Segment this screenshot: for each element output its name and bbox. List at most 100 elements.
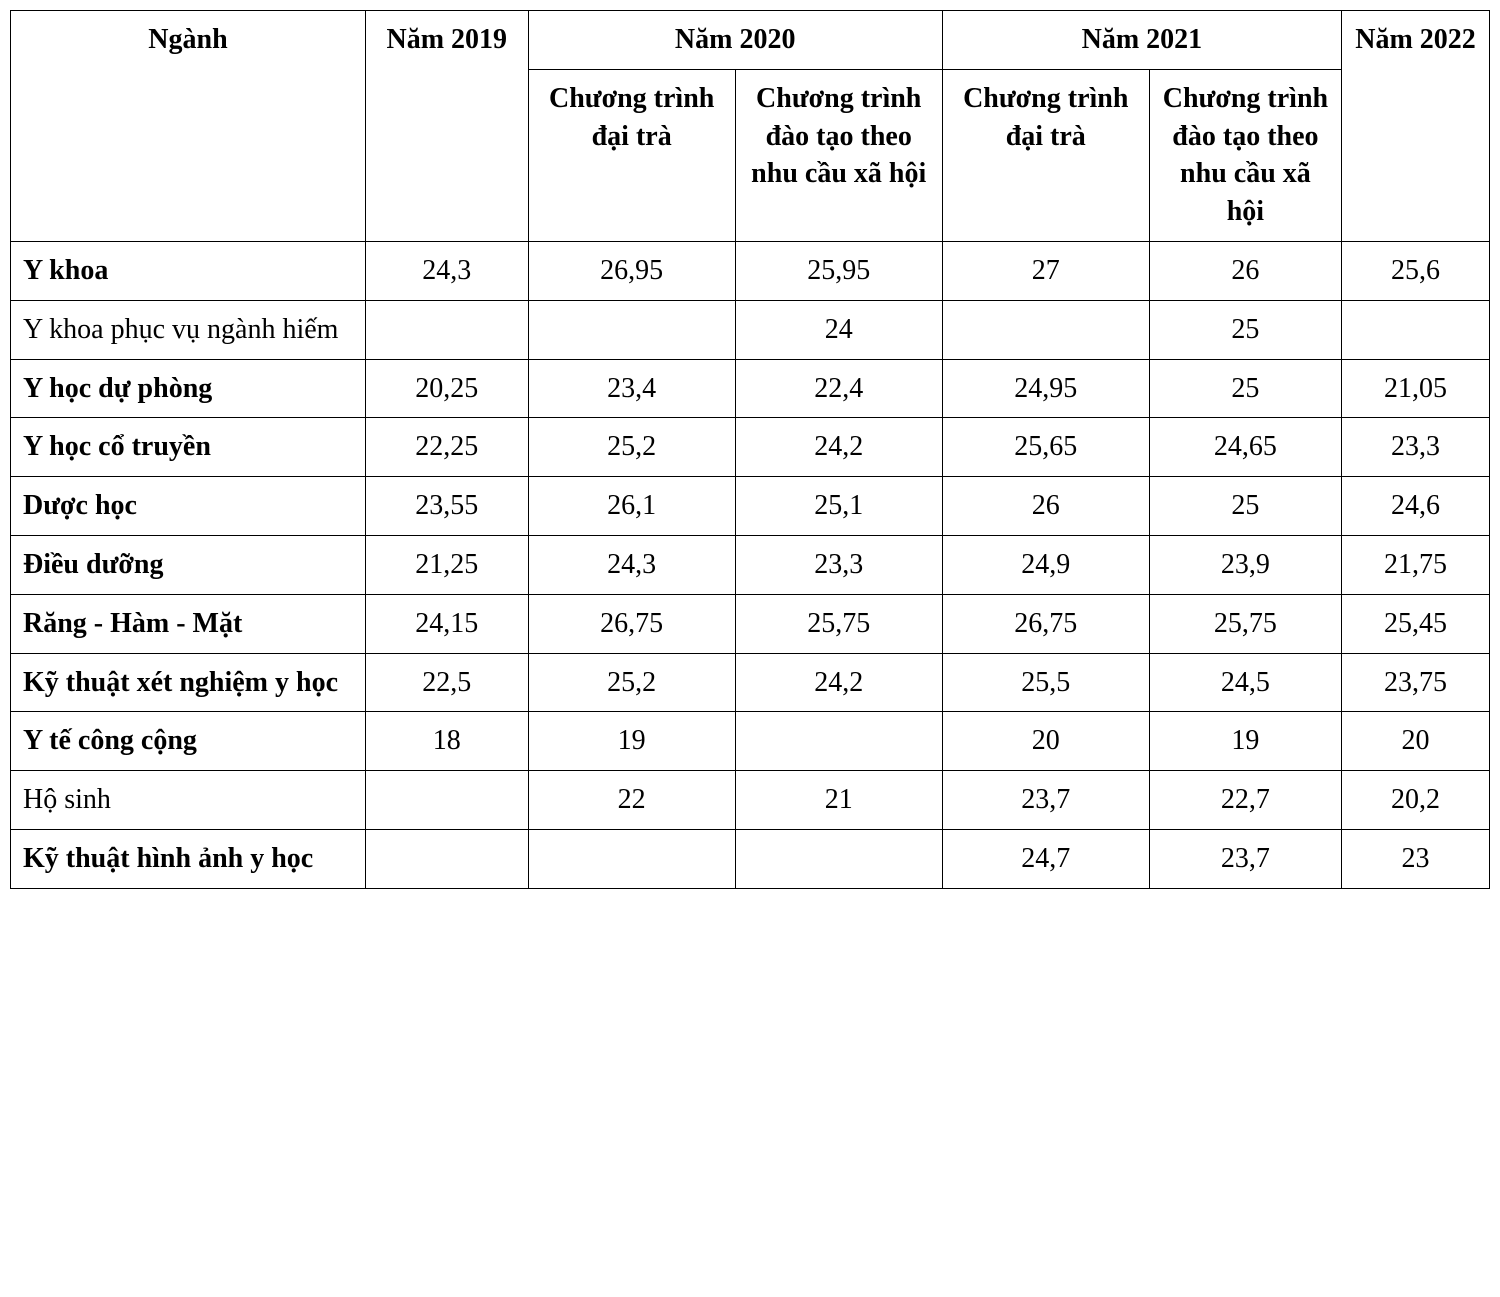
- row-label: Y học cổ truyền: [11, 418, 366, 477]
- row-label: Kỹ thuật hình ảnh y học: [11, 829, 366, 888]
- table-row: Răng - Hàm - Mặt24,1526,7525,7526,7525,7…: [11, 594, 1490, 653]
- cell-y21b: 25: [1149, 477, 1341, 536]
- cell-y22: [1342, 300, 1490, 359]
- cell-y20b: 24: [735, 300, 942, 359]
- table-row: Y khoa phục vụ ngành hiếm 24 25: [11, 300, 1490, 359]
- cell-y21b: 25,75: [1149, 594, 1341, 653]
- cell-y21a: 24,95: [942, 359, 1149, 418]
- cell-y20b: [735, 829, 942, 888]
- cell-y20a: 19: [528, 712, 735, 771]
- table-row: Y tế công cộng1819201920: [11, 712, 1490, 771]
- cell-y22: 23,3: [1342, 418, 1490, 477]
- cell-y19: 23,55: [365, 477, 528, 536]
- table-body: Y khoa24,326,9525,95272625,6Y khoa phục …: [11, 241, 1490, 888]
- cell-y21a: 20: [942, 712, 1149, 771]
- cell-y21a: [942, 300, 1149, 359]
- cell-y21a: 25,5: [942, 653, 1149, 712]
- cell-y20a: 25,2: [528, 653, 735, 712]
- cell-y20b: 24,2: [735, 418, 942, 477]
- cell-y21a: 26,75: [942, 594, 1149, 653]
- cell-y20a: 22: [528, 771, 735, 830]
- cell-y20b: [735, 712, 942, 771]
- row-label: Răng - Hàm - Mặt: [11, 594, 366, 653]
- cell-y20b: 22,4: [735, 359, 942, 418]
- cell-y21b: 25: [1149, 359, 1341, 418]
- cell-y21b: 24,5: [1149, 653, 1341, 712]
- header-2021-demand: Chương trình đào tạo theo nhu cầu xã hội: [1149, 69, 1341, 241]
- cell-y22: 23: [1342, 829, 1490, 888]
- cell-y20a: 24,3: [528, 535, 735, 594]
- cell-y21b: 24,65: [1149, 418, 1341, 477]
- cell-y19: [365, 771, 528, 830]
- cell-y21b: 26: [1149, 241, 1341, 300]
- header-2022: Năm 2022: [1342, 11, 1490, 242]
- cell-y22: 21,05: [1342, 359, 1490, 418]
- cell-y20a: 26,75: [528, 594, 735, 653]
- header-major: Ngành: [11, 11, 366, 242]
- cell-y20b: 24,2: [735, 653, 942, 712]
- cell-y22: 25,6: [1342, 241, 1490, 300]
- table-row: Y khoa24,326,9525,95272625,6: [11, 241, 1490, 300]
- scores-table: Ngành Năm 2019 Năm 2020 Năm 2021 Năm 202…: [10, 10, 1490, 889]
- cell-y21a: 26: [942, 477, 1149, 536]
- header-2020: Năm 2020: [528, 11, 942, 70]
- cell-y19: 21,25: [365, 535, 528, 594]
- cell-y22: 23,75: [1342, 653, 1490, 712]
- cell-y20b: 25,95: [735, 241, 942, 300]
- header-2021: Năm 2021: [942, 11, 1341, 70]
- row-label: Y học dự phòng: [11, 359, 366, 418]
- cell-y20a: 23,4: [528, 359, 735, 418]
- cell-y19: 20,25: [365, 359, 528, 418]
- table-row: Kỹ thuật xét nghiệm y học22,525,224,225,…: [11, 653, 1490, 712]
- table-row: Y học dự phòng20,2523,422,424,952521,05: [11, 359, 1490, 418]
- table-row: Kỹ thuật hình ảnh y học 24,723,723: [11, 829, 1490, 888]
- cell-y21b: 23,7: [1149, 829, 1341, 888]
- header-2020-standard: Chương trình đại trà: [528, 69, 735, 241]
- table-header: Ngành Năm 2019 Năm 2020 Năm 2021 Năm 202…: [11, 11, 1490, 242]
- cell-y20a: [528, 300, 735, 359]
- cell-y21a: 25,65: [942, 418, 1149, 477]
- row-label: Dược học: [11, 477, 366, 536]
- cell-y21a: 23,7: [942, 771, 1149, 830]
- cell-y20a: [528, 829, 735, 888]
- cell-y21b: 19: [1149, 712, 1341, 771]
- cell-y19: 24,15: [365, 594, 528, 653]
- row-label: Y khoa: [11, 241, 366, 300]
- cell-y21a: 24,9: [942, 535, 1149, 594]
- table-row: Dược học23,5526,125,1262524,6: [11, 477, 1490, 536]
- header-2019: Năm 2019: [365, 11, 528, 242]
- row-label: Kỹ thuật xét nghiệm y học: [11, 653, 366, 712]
- header-2021-standard: Chương trình đại trà: [942, 69, 1149, 241]
- cell-y20a: 26,95: [528, 241, 735, 300]
- table-row: Điều dưỡng21,2524,323,324,923,921,75: [11, 535, 1490, 594]
- cell-y22: 25,45: [1342, 594, 1490, 653]
- cell-y19: [365, 300, 528, 359]
- table-row: Hộ sinh 222123,722,720,2: [11, 771, 1490, 830]
- cell-y19: 24,3: [365, 241, 528, 300]
- row-label: Hộ sinh: [11, 771, 366, 830]
- table-row: Y học cổ truyền22,2525,224,225,6524,6523…: [11, 418, 1490, 477]
- cell-y21b: 22,7: [1149, 771, 1341, 830]
- cell-y19: 22,25: [365, 418, 528, 477]
- cell-y20b: 25,1: [735, 477, 942, 536]
- cell-y20a: 25,2: [528, 418, 735, 477]
- cell-y19: [365, 829, 528, 888]
- cell-y20b: 23,3: [735, 535, 942, 594]
- cell-y22: 20,2: [1342, 771, 1490, 830]
- cell-y20a: 26,1: [528, 477, 735, 536]
- cell-y21a: 27: [942, 241, 1149, 300]
- header-2020-demand: Chương trình đào tạo theo nhu cầu xã hội: [735, 69, 942, 241]
- cell-y21b: 25: [1149, 300, 1341, 359]
- cell-y20b: 25,75: [735, 594, 942, 653]
- row-label: Y tế công cộng: [11, 712, 366, 771]
- cell-y22: 24,6: [1342, 477, 1490, 536]
- cell-y19: 22,5: [365, 653, 528, 712]
- cell-y22: 21,75: [1342, 535, 1490, 594]
- cell-y20b: 21: [735, 771, 942, 830]
- cell-y21a: 24,7: [942, 829, 1149, 888]
- row-label: Y khoa phục vụ ngành hiếm: [11, 300, 366, 359]
- cell-y19: 18: [365, 712, 528, 771]
- cell-y21b: 23,9: [1149, 535, 1341, 594]
- row-label: Điều dưỡng: [11, 535, 366, 594]
- cell-y22: 20: [1342, 712, 1490, 771]
